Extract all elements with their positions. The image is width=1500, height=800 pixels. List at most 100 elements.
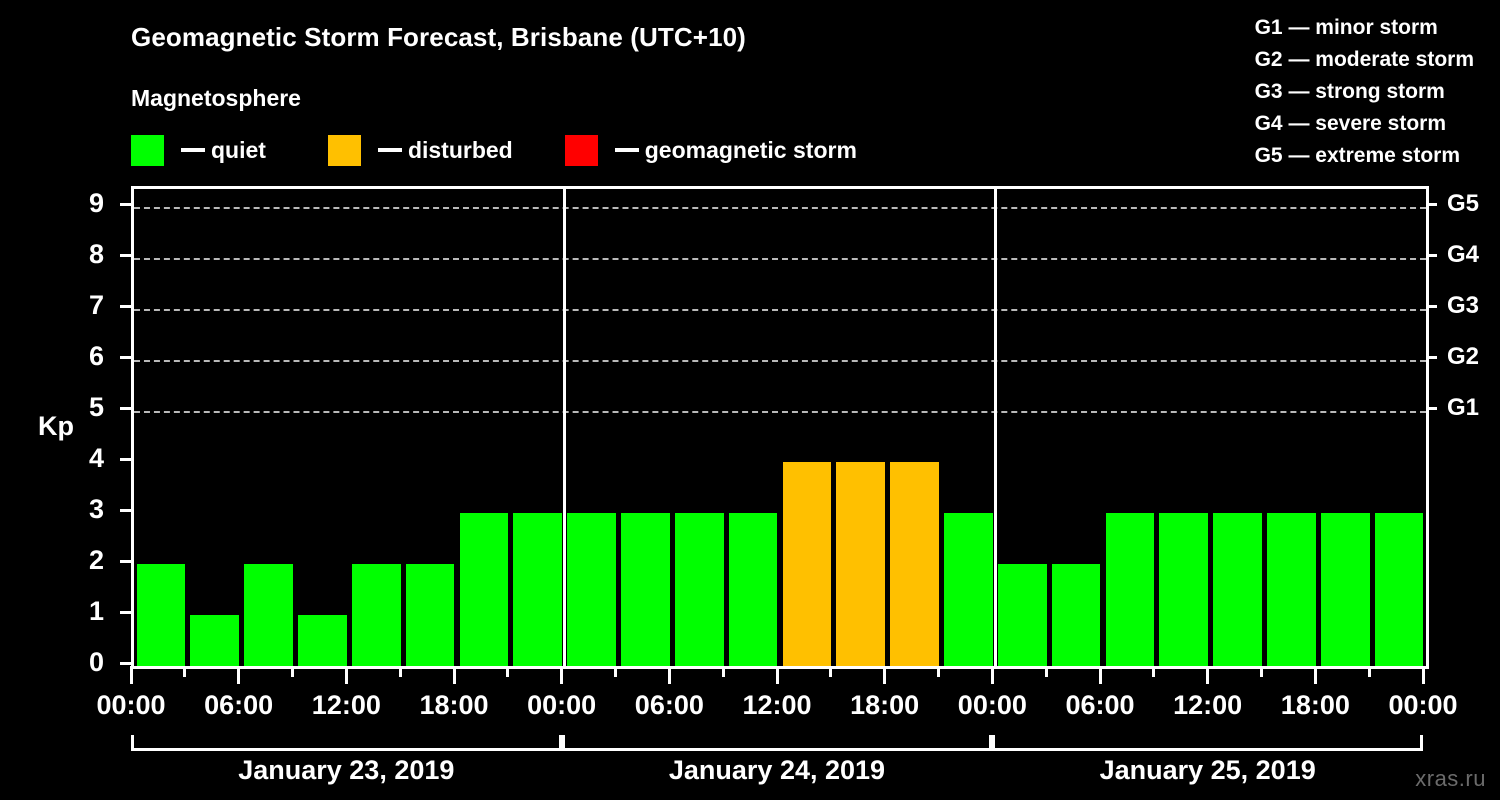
legend-heading: Magnetosphere xyxy=(131,85,301,111)
y-axis-tick xyxy=(120,662,131,665)
x-axis-tick-minor xyxy=(183,666,187,677)
x-axis-tick-label: 06:00 xyxy=(1065,690,1135,720)
g-axis-tick-label: G3 xyxy=(1447,291,1480,319)
date-bracket xyxy=(992,735,1423,751)
x-axis-tick-label: 00:00 xyxy=(957,690,1027,720)
y-axis-tick xyxy=(120,304,131,308)
date-label: January 25, 2019 xyxy=(1099,755,1316,785)
x-axis-tick-label: 00:00 xyxy=(1388,690,1458,720)
bar-series xyxy=(134,189,1426,666)
green-swatch-icon xyxy=(131,134,164,166)
y-axis-tick-label: 0 xyxy=(88,647,104,677)
g-scale-key: G1 — minor storm G2 — moderate storm G3 … xyxy=(1255,12,1474,172)
date-bracket xyxy=(131,735,562,751)
y-axis-tick xyxy=(120,610,131,614)
bar xyxy=(244,563,293,666)
x-axis-tick-major xyxy=(237,666,241,684)
g-axis-tick-label: G4 xyxy=(1447,240,1480,268)
legend: quiet disturbed geomagnetic storm xyxy=(131,133,857,167)
bar xyxy=(944,512,993,666)
g-scale-line-g2: G2 — moderate storm xyxy=(1254,48,1474,71)
y-axis-tick xyxy=(120,355,131,359)
x-axis-tick-label: 00:00 xyxy=(527,690,597,720)
y-axis-title: Kp xyxy=(38,411,74,441)
x-axis-tick-major xyxy=(1098,666,1102,684)
x-axis-tick-minor xyxy=(1152,666,1156,677)
y-axis-tick xyxy=(120,406,131,410)
g-axis-tick xyxy=(1426,253,1437,257)
bar xyxy=(459,512,509,666)
date-label: January 24, 2019 xyxy=(668,755,886,785)
legend-dash-icon xyxy=(614,148,639,152)
g-axis-tick xyxy=(1426,304,1437,308)
y-axis-tick xyxy=(120,202,131,206)
watermark: xras.ru xyxy=(1415,766,1486,791)
x-axis-tick-minor xyxy=(1260,666,1263,677)
y-axis-tick-label: 7 xyxy=(88,289,104,320)
x-axis-tick-minor xyxy=(1367,666,1371,677)
x-axis-tick-minor xyxy=(1044,666,1048,677)
plot-area xyxy=(131,186,1429,669)
x-axis-tick-label: 12:00 xyxy=(1173,690,1243,720)
bar xyxy=(190,614,240,666)
page-title: Geomagnetic Storm Forecast, Brisbane (UT… xyxy=(131,22,746,52)
bar xyxy=(1159,512,1209,666)
y-axis-tick xyxy=(120,559,131,563)
bar xyxy=(136,563,186,666)
bar xyxy=(836,461,886,666)
y-axis-tick-label: 3 xyxy=(88,493,104,524)
x-axis-tick-minor xyxy=(721,666,725,677)
x-axis-tick-minor xyxy=(506,666,510,677)
g-axis-tick-label: G2 xyxy=(1447,342,1480,370)
y-axis-tick-label: 5 xyxy=(88,391,104,422)
g-axis-tick xyxy=(1426,202,1437,206)
y-axis-tick xyxy=(120,253,131,257)
x-axis-tick-label: 12:00 xyxy=(742,690,812,720)
bar xyxy=(1374,512,1424,666)
x-axis-tick-major xyxy=(1313,666,1317,684)
bar xyxy=(890,461,939,666)
day-separator xyxy=(563,189,567,666)
gridline xyxy=(134,308,1426,311)
g-axis-tick-label: G5 xyxy=(1447,189,1480,217)
legend-item-disturbed: disturbed xyxy=(327,133,513,167)
x-axis-tick-label: 00:00 xyxy=(96,690,166,720)
bar xyxy=(1267,512,1316,666)
x-axis-tick-major xyxy=(1206,666,1210,684)
legend-label-quiet: quiet xyxy=(211,136,266,163)
gridline xyxy=(134,257,1426,260)
x-axis-tick-label: 06:00 xyxy=(204,690,274,720)
x-axis-tick-label: 18:00 xyxy=(419,690,489,720)
y-axis-tick xyxy=(120,508,131,512)
x-axis-tick-minor xyxy=(829,666,833,677)
day-separator xyxy=(993,189,997,666)
bar xyxy=(1105,512,1155,666)
g-axis-tick-label: G1 xyxy=(1447,393,1480,421)
g-scale-line-g5: G5 — extreme storm xyxy=(1254,144,1461,167)
y-axis-tick-label: 4 xyxy=(88,442,104,473)
x-axis-tick-label: 18:00 xyxy=(1280,690,1350,720)
x-axis-tick-major xyxy=(883,666,887,684)
bar xyxy=(298,614,347,666)
bar xyxy=(997,563,1047,666)
date-bracket xyxy=(561,735,993,751)
bar xyxy=(1051,563,1101,666)
g-axis-tick xyxy=(1426,406,1437,410)
bar xyxy=(621,512,670,666)
bar xyxy=(782,461,832,666)
x-axis-tick-minor xyxy=(291,666,294,677)
x-axis-tick-label: 18:00 xyxy=(850,690,920,720)
y-axis-tick-label: 1 xyxy=(88,595,104,626)
gridline xyxy=(134,206,1426,209)
y-axis-tick xyxy=(120,457,131,461)
gridline xyxy=(134,410,1426,413)
legend-item-storm: geomagnetic storm xyxy=(564,133,857,167)
x-axis-tick-minor xyxy=(614,666,617,677)
x-axis-tick-major xyxy=(452,666,456,684)
x-axis-tick-label: 06:00 xyxy=(634,690,704,720)
legend-label-storm: geomagnetic storm xyxy=(644,136,857,163)
red-swatch-icon xyxy=(564,134,598,166)
g-scale-line-g4: G4 — severe storm xyxy=(1254,112,1447,135)
y-axis-tick-label: 8 xyxy=(88,238,104,269)
